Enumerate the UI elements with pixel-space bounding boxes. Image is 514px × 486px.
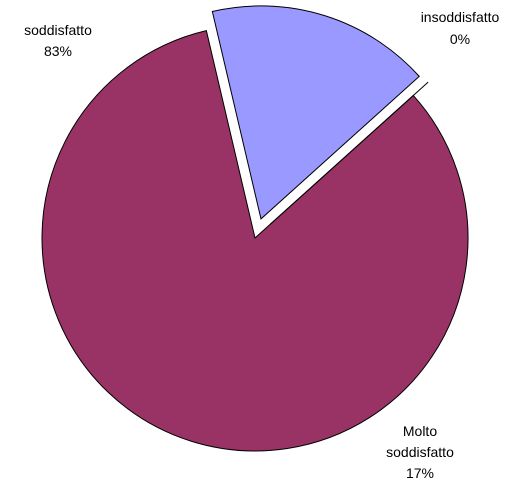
pie-slice-soddisfatto [41,30,469,452]
label-soddisfatto-name: soddisfatto [24,22,92,38]
label-soddisfatto-value: 83% [44,43,72,59]
label-insoddisfatto-value: 0% [450,31,470,47]
pie-slice-insoddisfatto [269,81,429,225]
label-molto-value: 17% [406,465,434,481]
label-molto-line1: Molto [403,423,437,439]
pie-slice-molto-soddisfatto [211,5,420,220]
label-molto-line2: soddisfatto [386,444,454,460]
pie-slices [41,5,469,452]
label-insoddisfatto-name: insoddisfatto [421,9,500,25]
